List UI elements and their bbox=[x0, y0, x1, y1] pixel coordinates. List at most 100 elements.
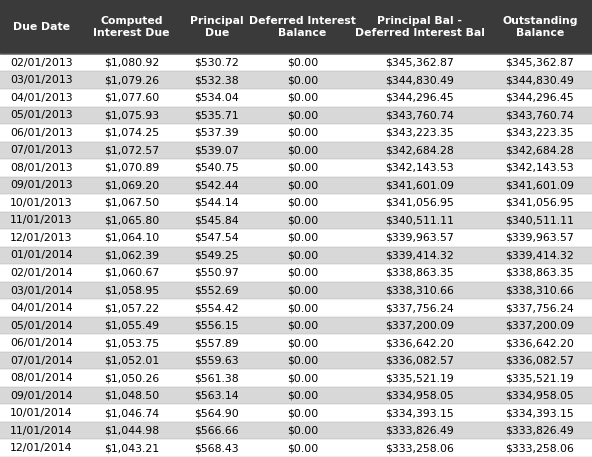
Text: $343,223.35: $343,223.35 bbox=[506, 128, 574, 138]
Text: $1,060.67: $1,060.67 bbox=[104, 268, 159, 278]
Bar bbox=[0, 229, 592, 247]
Text: $333,258.06: $333,258.06 bbox=[506, 443, 574, 453]
Text: $344,296.45: $344,296.45 bbox=[385, 93, 454, 103]
Text: $1,062.39: $1,062.39 bbox=[104, 250, 159, 260]
Text: 11/01/2013: 11/01/2013 bbox=[10, 215, 72, 225]
Text: $1,055.49: $1,055.49 bbox=[104, 320, 159, 330]
Text: $1,052.01: $1,052.01 bbox=[104, 356, 159, 366]
Text: $1,058.95: $1,058.95 bbox=[104, 286, 159, 296]
Text: $530.72: $530.72 bbox=[195, 58, 239, 68]
Text: $1,057.22: $1,057.22 bbox=[104, 303, 159, 313]
Text: $0.00: $0.00 bbox=[287, 391, 318, 401]
Text: $1,079.26: $1,079.26 bbox=[104, 75, 159, 85]
Text: $566.66: $566.66 bbox=[195, 426, 239, 436]
Text: $344,830.49: $344,830.49 bbox=[385, 75, 454, 85]
Text: $545.84: $545.84 bbox=[195, 215, 239, 225]
Text: $338,863.35: $338,863.35 bbox=[385, 268, 454, 278]
Text: $338,310.66: $338,310.66 bbox=[506, 286, 574, 296]
Text: $1,048.50: $1,048.50 bbox=[104, 391, 159, 401]
Text: 10/01/2014: 10/01/2014 bbox=[10, 408, 72, 418]
Text: $0.00: $0.00 bbox=[287, 75, 318, 85]
Bar bbox=[0, 440, 592, 457]
Bar bbox=[0, 176, 592, 194]
Bar bbox=[0, 194, 592, 212]
Text: $1,046.74: $1,046.74 bbox=[104, 408, 159, 418]
Text: 11/01/2014: 11/01/2014 bbox=[10, 426, 72, 436]
Text: $336,082.57: $336,082.57 bbox=[385, 356, 454, 366]
Text: $0.00: $0.00 bbox=[287, 198, 318, 208]
Text: $0.00: $0.00 bbox=[287, 443, 318, 453]
Text: $334,958.05: $334,958.05 bbox=[385, 391, 454, 401]
Text: $557.89: $557.89 bbox=[195, 338, 239, 348]
Text: $340,511.11: $340,511.11 bbox=[506, 215, 574, 225]
Text: $1,043.21: $1,043.21 bbox=[104, 443, 159, 453]
Text: $335,521.19: $335,521.19 bbox=[506, 373, 574, 383]
Text: $340,511.11: $340,511.11 bbox=[385, 215, 454, 225]
Text: 09/01/2013: 09/01/2013 bbox=[10, 181, 72, 191]
Text: $542.44: $542.44 bbox=[195, 181, 239, 191]
Text: $338,863.35: $338,863.35 bbox=[506, 268, 574, 278]
Text: $535.71: $535.71 bbox=[195, 110, 239, 120]
Text: 08/01/2014: 08/01/2014 bbox=[10, 373, 72, 383]
Bar bbox=[0, 299, 592, 317]
Text: Outstanding
Balance: Outstanding Balance bbox=[502, 16, 578, 38]
Text: $334,393.15: $334,393.15 bbox=[506, 408, 574, 418]
Text: $333,258.06: $333,258.06 bbox=[385, 443, 454, 453]
Text: 12/01/2013: 12/01/2013 bbox=[10, 233, 72, 243]
Text: $342,143.53: $342,143.53 bbox=[506, 163, 574, 173]
Text: $342,684.28: $342,684.28 bbox=[385, 145, 454, 155]
Text: 03/01/2014: 03/01/2014 bbox=[10, 286, 72, 296]
Text: Computed
Interest Due: Computed Interest Due bbox=[93, 16, 170, 38]
Text: $550.97: $550.97 bbox=[195, 268, 239, 278]
Text: $343,760.74: $343,760.74 bbox=[506, 110, 574, 120]
Text: Principal
Due: Principal Due bbox=[190, 16, 244, 38]
Text: 07/01/2013: 07/01/2013 bbox=[10, 145, 72, 155]
Text: $0.00: $0.00 bbox=[287, 58, 318, 68]
Text: 02/01/2014: 02/01/2014 bbox=[10, 268, 72, 278]
Text: $1,075.93: $1,075.93 bbox=[104, 110, 159, 120]
Text: Principal Bal -
Deferred Interest Bal: Principal Bal - Deferred Interest Bal bbox=[355, 16, 484, 38]
Text: $1,077.60: $1,077.60 bbox=[104, 93, 159, 103]
Text: $0.00: $0.00 bbox=[287, 373, 318, 383]
Text: 06/01/2013: 06/01/2013 bbox=[10, 128, 72, 138]
Text: $1,050.26: $1,050.26 bbox=[104, 373, 159, 383]
Bar bbox=[0, 317, 592, 335]
Bar bbox=[0, 404, 592, 422]
Text: $0.00: $0.00 bbox=[287, 110, 318, 120]
Text: $552.69: $552.69 bbox=[195, 286, 239, 296]
Text: $0.00: $0.00 bbox=[287, 408, 318, 418]
Bar bbox=[0, 124, 592, 142]
Text: 05/01/2013: 05/01/2013 bbox=[10, 110, 72, 120]
Bar bbox=[0, 335, 592, 352]
Bar bbox=[0, 159, 592, 176]
Text: $338,310.66: $338,310.66 bbox=[385, 286, 454, 296]
Text: $0.00: $0.00 bbox=[287, 426, 318, 436]
Text: $337,200.09: $337,200.09 bbox=[385, 320, 454, 330]
Text: $539.07: $539.07 bbox=[195, 145, 239, 155]
Text: 04/01/2013: 04/01/2013 bbox=[10, 93, 72, 103]
Bar bbox=[0, 387, 592, 404]
Bar bbox=[0, 71, 592, 89]
Text: $1,080.92: $1,080.92 bbox=[104, 58, 159, 68]
Bar bbox=[0, 264, 592, 282]
Text: $1,044.98: $1,044.98 bbox=[104, 426, 159, 436]
Text: $0.00: $0.00 bbox=[287, 128, 318, 138]
Text: $537.39: $537.39 bbox=[195, 128, 239, 138]
Text: 08/01/2013: 08/01/2013 bbox=[10, 163, 72, 173]
Text: $564.90: $564.90 bbox=[195, 408, 239, 418]
Text: $339,963.57: $339,963.57 bbox=[506, 233, 574, 243]
Text: $1,072.57: $1,072.57 bbox=[104, 145, 159, 155]
Bar bbox=[0, 89, 592, 106]
Text: $1,065.80: $1,065.80 bbox=[104, 215, 159, 225]
Text: $1,053.75: $1,053.75 bbox=[104, 338, 159, 348]
Text: $339,414.32: $339,414.32 bbox=[506, 250, 574, 260]
Text: 09/01/2014: 09/01/2014 bbox=[10, 391, 72, 401]
Text: $1,069.20: $1,069.20 bbox=[104, 181, 159, 191]
Text: $1,070.89: $1,070.89 bbox=[104, 163, 159, 173]
Text: $0.00: $0.00 bbox=[287, 145, 318, 155]
Text: $1,067.50: $1,067.50 bbox=[104, 198, 159, 208]
Text: 02/01/2013: 02/01/2013 bbox=[10, 58, 72, 68]
Text: $336,642.20: $336,642.20 bbox=[506, 338, 574, 348]
Text: $343,223.35: $343,223.35 bbox=[385, 128, 454, 138]
Bar bbox=[0, 422, 592, 440]
